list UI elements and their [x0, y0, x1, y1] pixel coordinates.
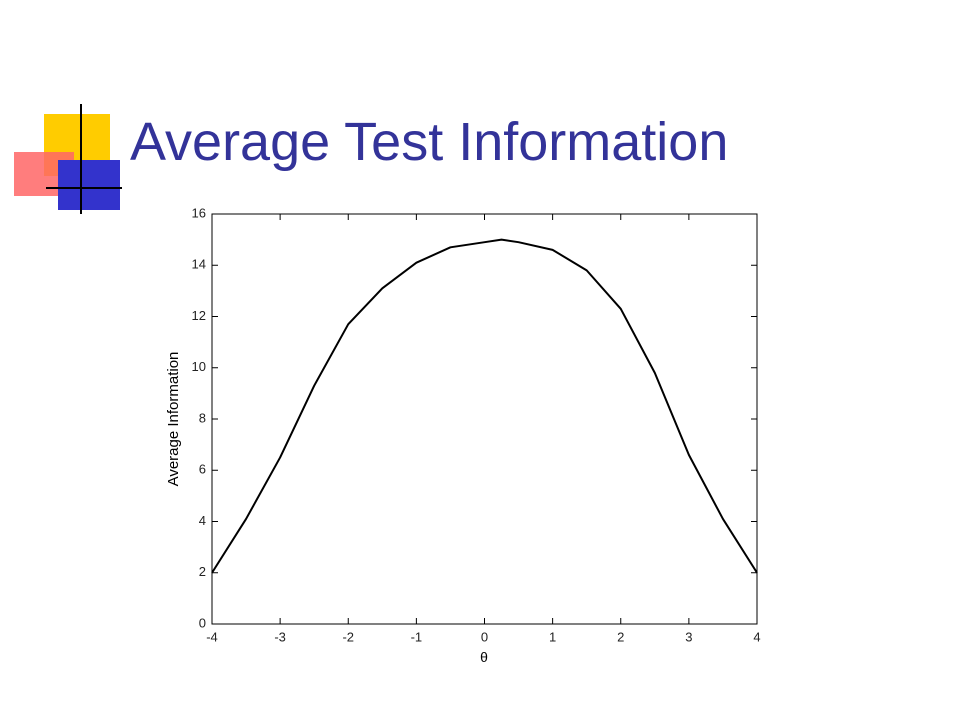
y-tick-label: 6 [199, 462, 206, 477]
y-axis-label: Average Information [165, 352, 182, 487]
x-tick-label: -1 [411, 629, 423, 644]
x-tick-label: 1 [549, 629, 556, 644]
slide-title: Average Test Information [130, 112, 728, 172]
x-tick-label: 4 [753, 629, 760, 644]
plot-frame [211, 213, 758, 625]
x-tick-label: 0 [481, 629, 488, 644]
y-tick-label: 12 [192, 308, 206, 323]
x-tick-label: -3 [274, 629, 286, 644]
x-tick-label: -4 [206, 629, 218, 644]
y-tick-label: 10 [192, 359, 206, 374]
x-tick-label: -2 [342, 629, 354, 644]
x-tick-label: 3 [685, 629, 692, 644]
x-tick-label: 2 [617, 629, 624, 644]
y-tick-label: 14 [192, 257, 206, 272]
y-tick-label: 2 [199, 564, 206, 579]
y-tick-label: 8 [199, 410, 206, 425]
data-line [211, 238, 758, 574]
deco-blue [58, 160, 120, 210]
y-tick-label: 16 [192, 205, 206, 220]
x-axis-label: θ [480, 649, 488, 665]
y-tick-label: 0 [199, 615, 206, 630]
y-tick-label: 4 [199, 513, 206, 528]
